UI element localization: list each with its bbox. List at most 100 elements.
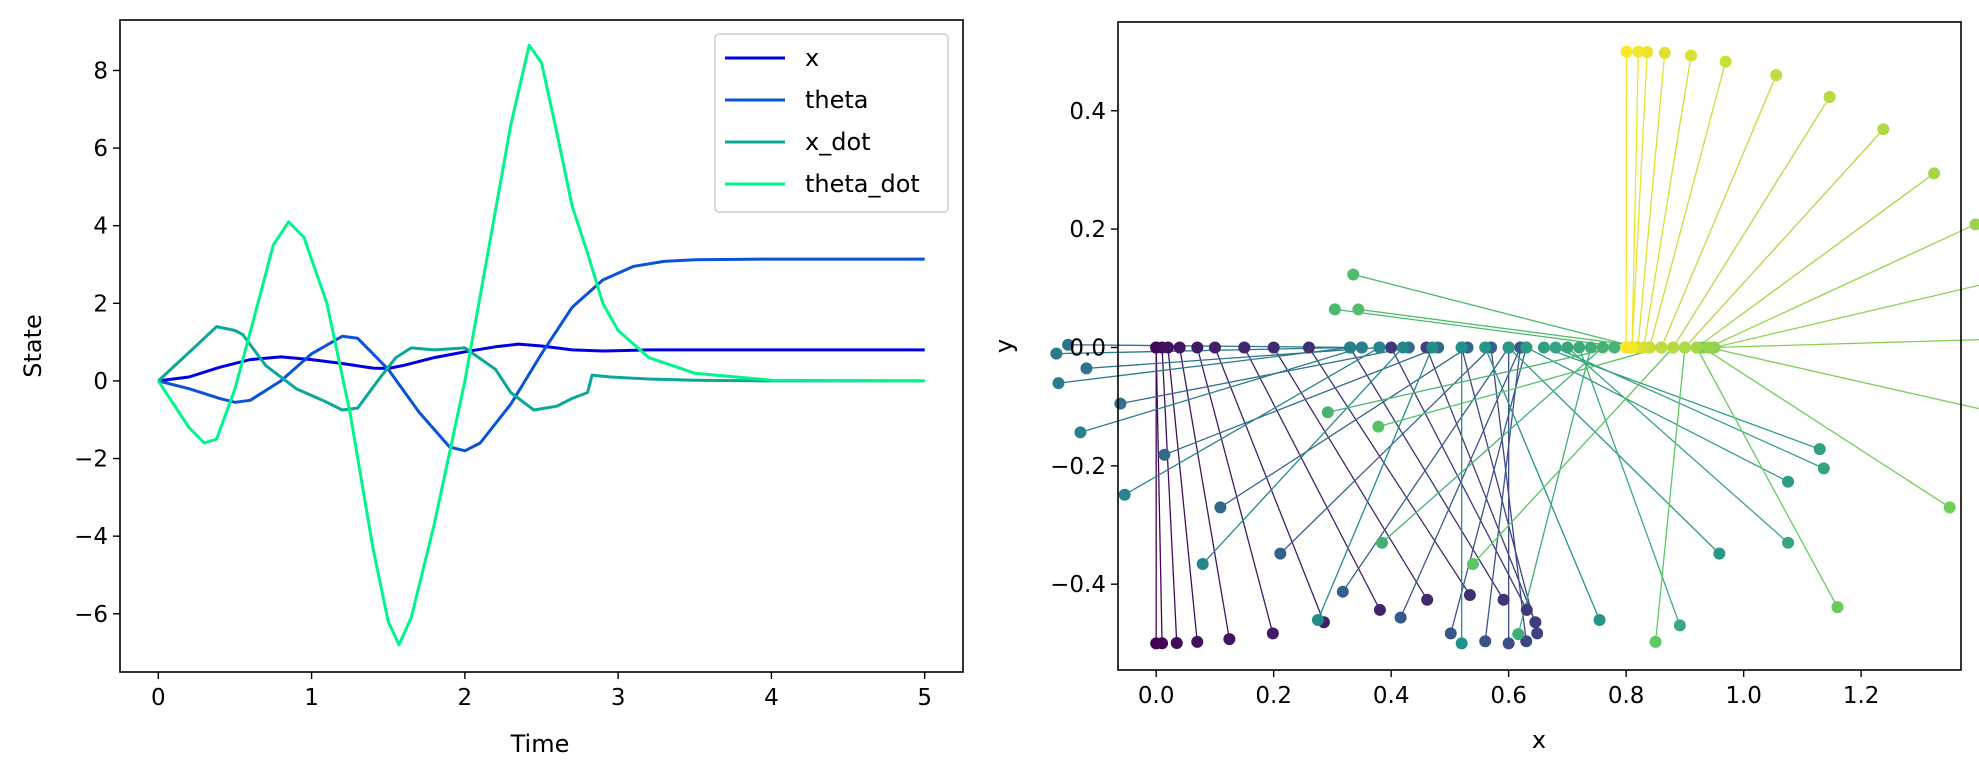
pendulum-rod	[1120, 346, 1409, 405]
cart-point	[1520, 341, 1533, 354]
pendulum-rod	[1167, 347, 1198, 642]
cart-point	[1561, 341, 1574, 354]
bob-point	[1347, 268, 1360, 281]
pendulum-rod	[1566, 346, 1789, 544]
bob-point	[1520, 635, 1533, 648]
x-tick-label: 5	[917, 685, 932, 711]
cart-point	[1608, 341, 1621, 354]
pendulum-rod	[1696, 172, 1935, 349]
pendulum-rod	[1631, 51, 1640, 348]
y-tick-label: −2	[74, 447, 108, 473]
pendulum-rod	[1708, 223, 1976, 349]
bob-point	[1502, 637, 1515, 650]
bob-point	[1050, 347, 1063, 360]
bob-point	[1479, 635, 1492, 648]
plot2-x-ticks: 0.0 0.2 0.4 0.6 0.8 1.0 1.2	[1138, 670, 1880, 709]
bob-point	[1969, 218, 1979, 231]
x-tick-label: 4	[764, 685, 779, 711]
y-tick-label: −4	[74, 524, 108, 550]
cart-point	[1385, 341, 1398, 354]
plot2-y-ticks: −0.4 −0.2 0.0 0.2 0.4	[1050, 99, 1118, 598]
bob-point	[1328, 303, 1341, 316]
plot1-frame	[119, 19, 964, 673]
bob-point	[1375, 536, 1388, 549]
bob-point	[1373, 603, 1386, 616]
plot2-frame	[1117, 21, 1962, 671]
x-tick-label: 0.2	[1255, 683, 1292, 709]
cart-point	[1191, 341, 1204, 354]
pendulum-rod	[1243, 347, 1381, 611]
pendulum-rod	[1308, 347, 1471, 596]
y-tick-label: 2	[93, 291, 108, 317]
cart-point	[1396, 341, 1409, 354]
bob-point	[1372, 420, 1385, 433]
bob-point	[1782, 536, 1795, 549]
bob-point	[1266, 627, 1279, 640]
pendulum-rod	[1086, 346, 1380, 370]
bob-point	[1620, 45, 1633, 58]
plot1-x-label: Time	[510, 730, 570, 758]
pendulum-rod	[1334, 308, 1627, 349]
pendulum-rod	[1672, 96, 1831, 348]
bob-point	[1632, 45, 1645, 58]
x-tick-label: 3	[611, 685, 626, 711]
legend-entry: x_dot	[805, 128, 871, 156]
cart-point	[1455, 341, 1468, 354]
bob-point	[1719, 55, 1732, 68]
pendulum-rod	[1714, 284, 1979, 349]
x-tick-label: 2	[458, 685, 473, 711]
plot1-y-label: State	[19, 314, 47, 378]
bob-point	[1713, 547, 1726, 560]
cart-point	[1173, 341, 1186, 354]
bob-point	[1813, 443, 1826, 456]
pendulum-rod	[1381, 346, 1604, 544]
cart-point	[1655, 341, 1668, 354]
cart-point	[1596, 341, 1609, 354]
series-line-x	[158, 342, 925, 383]
cart-point	[1208, 341, 1221, 354]
bob-point	[1928, 167, 1941, 180]
pendulum-rod	[1342, 347, 1510, 593]
cart-point	[1702, 341, 1715, 354]
y-tick-label: 6	[93, 136, 108, 162]
cart-point	[1426, 341, 1439, 354]
cart-point	[1355, 341, 1368, 354]
bob-point	[1421, 593, 1434, 606]
bob-point	[1466, 557, 1479, 570]
bob-point	[1649, 635, 1662, 648]
bob-point	[1274, 547, 1287, 560]
y-tick-label: 0.0	[1069, 335, 1106, 361]
legend-entry: theta_dot	[805, 170, 920, 198]
pendulum-trajectory-plot: 0.0 0.2 0.4 0.6 0.8 1.0 1.2 −0.4−0.20.00.20.4 …	[990, 21, 1979, 754]
cart-point	[1549, 341, 1562, 354]
pendulum-rod	[1472, 347, 1674, 565]
pendulum-rod	[1124, 346, 1380, 496]
y-tick-label: 0	[93, 369, 108, 395]
bob-point	[1352, 303, 1365, 316]
bob-point	[1223, 633, 1236, 646]
pendulum-rod	[1637, 52, 1666, 348]
plot2-y-label: y	[990, 339, 1018, 353]
time-series-plot: 0 1 2 3 4 5 −6 −4 −2 0 2 4 6 8 Time State x theta x_do…	[19, 19, 964, 758]
bob-point	[1196, 557, 1209, 570]
plot1-x-ticks: 0 1 2 3 4 5	[151, 672, 932, 711]
pendulum-rod	[1702, 346, 1951, 508]
plot1-y-ticks: −6 −4 −2 0 2 4 6 8	[74, 58, 120, 628]
x-tick-label: 0.6	[1490, 683, 1527, 709]
series-line-theta-dot	[157, 43, 925, 647]
bob-point	[1080, 362, 1093, 375]
pendulum-rod	[1164, 346, 1439, 456]
bob-point	[1817, 462, 1830, 475]
cart-point	[1238, 341, 1251, 354]
pendulum-rod	[1080, 346, 1362, 433]
cart-point	[1537, 341, 1550, 354]
y-tick-label: −6	[74, 602, 108, 628]
pendulum-rod	[1327, 346, 1615, 413]
pendulum-rod	[1649, 61, 1727, 348]
bob-point	[1444, 627, 1457, 640]
bob-point	[1520, 603, 1533, 616]
pendulum-rod	[1555, 346, 1825, 469]
x-tick-label: 0.8	[1608, 683, 1645, 709]
x-tick-label: 1.2	[1843, 683, 1880, 709]
cart-point	[1573, 341, 1586, 354]
